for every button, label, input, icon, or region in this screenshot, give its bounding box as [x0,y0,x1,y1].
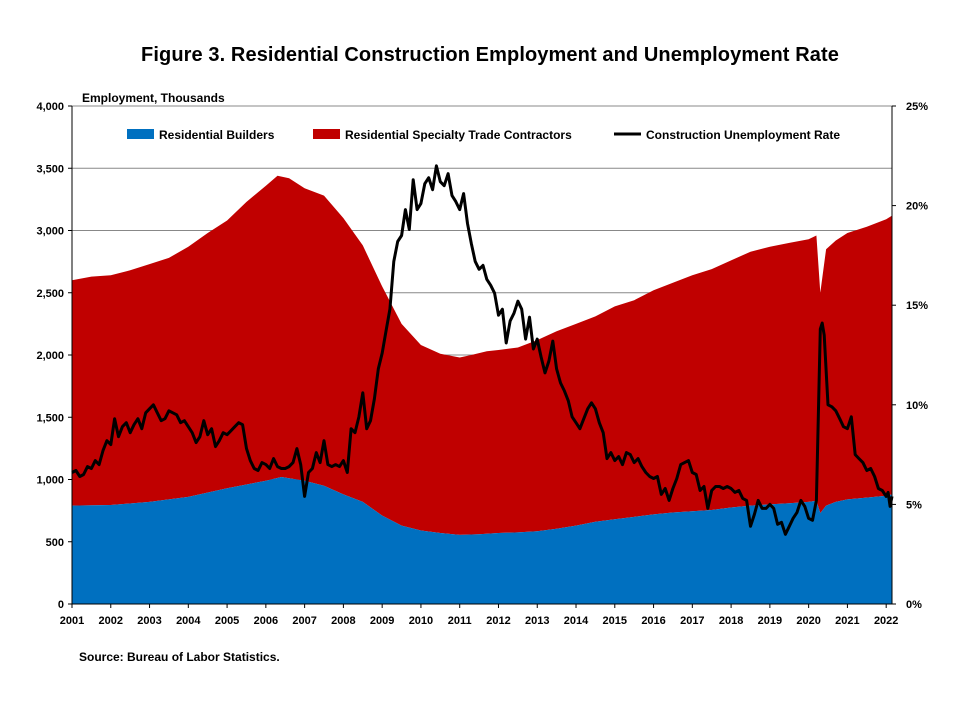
x-tick-label: 2006 [254,615,278,627]
y2-tick-label: 10% [906,400,928,412]
y-tick-label: 2,000 [36,350,64,362]
x-tick-label: 2002 [99,615,123,627]
y-tick-label: 2,500 [36,288,64,300]
y2-tick-label: 5% [906,499,922,511]
x-tick-label: 2022 [874,615,898,627]
x-tick-label: 2008 [331,615,355,627]
legend: Residential Builders Residential Specialt… [127,128,840,142]
x-tick-label: 2017 [680,615,704,627]
area-residential-builders [72,477,892,604]
x-tick-label: 2010 [409,615,433,627]
legend-label: Residential Specialty Trade Contractors [345,128,572,142]
y-axis-label: Employment, Thousands [82,91,225,105]
y-tick-label: 4,000 [36,101,64,113]
x-tick-label: 2009 [370,615,394,627]
legend-label: Residential Builders [159,128,275,142]
legend-swatch [127,129,154,139]
axes: 0 500 1,000 1,500 2,000 2,500 3,000 3,500 4,000 0… [36,91,928,627]
line-construction-unemployment-rate [71,164,894,536]
legend-swatch [313,129,340,139]
y2-tick-label: 15% [906,300,928,312]
x-tick-label: 2018 [719,615,743,627]
x-tick-label: 2015 [603,615,627,627]
y-tick-label: 3,500 [36,163,64,175]
x-tick-label: 2020 [796,615,820,627]
x-tick-label: 2007 [292,615,316,627]
x-tick-label: 2001 [60,615,84,627]
y-tick-label: 3,000 [36,226,64,238]
area-series [72,175,892,604]
x-tick-label: 2004 [176,615,201,627]
x-tick-label: 2014 [564,615,589,627]
x-tick-label: 2003 [137,615,161,627]
x-tick-label: 2019 [758,615,782,627]
x-tick-label: 2021 [835,615,859,627]
y-tick-label: 1,000 [36,475,64,487]
y-tick-label: 1,500 [36,412,64,424]
y-tick-label: 500 [46,537,64,549]
y2-tick-label: 20% [906,201,928,213]
y2-tick-label: 25% [906,101,928,113]
legend-label: Construction Unemployment Rate [646,128,840,142]
line-series [71,164,894,536]
x-tick-label: 2011 [448,615,472,627]
x-tick-label: 2005 [215,615,239,627]
x-tick-label: 2013 [525,615,549,627]
y2-tick-label: 0% [906,599,922,611]
area-residential-specialty-trade-contractors [72,175,892,535]
x-tick-label: 2012 [486,615,510,627]
y-tick-label: 0 [58,599,64,611]
x-tick-label: 2016 [641,615,665,627]
chart-title: Figure 3. Residential Construction Emplo… [141,44,839,66]
source-note: Source: Bureau of Labor Statistics. [79,650,280,664]
